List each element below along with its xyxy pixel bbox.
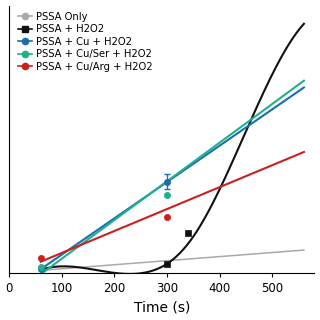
Legend: PSSA Only, PSSA + H2O2, PSSA + Cu + H2O2, PSSA + Cu/Ser + H2O2, PSSA + Cu/Arg + : PSSA Only, PSSA + H2O2, PSSA + Cu + H2O2… [17,11,154,73]
X-axis label: Time (s): Time (s) [134,300,190,315]
